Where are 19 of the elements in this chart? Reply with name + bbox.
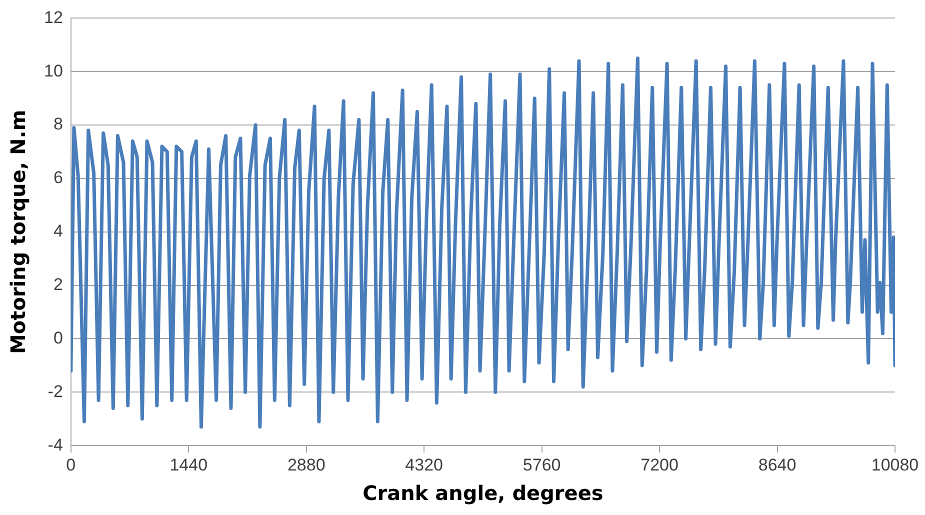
y-tick-label: -2: [48, 382, 63, 401]
x-tick-label: 7200: [640, 455, 678, 474]
y-tick-label: 6: [53, 168, 63, 188]
x-tick-label: 5760: [522, 455, 561, 474]
y-axis-title: Motoring torque, N.m: [6, 110, 30, 354]
x-tick-label: 10080: [871, 455, 919, 474]
y-tick-label: 8: [53, 114, 63, 134]
y-tick-label: 4: [53, 222, 63, 241]
x-tick-label: 8640: [758, 455, 796, 474]
y-tick-label: 10: [44, 61, 63, 80]
y-tick-label: -4: [48, 435, 63, 454]
x-tick-label: 2880: [287, 455, 326, 474]
x-tick-label: 0: [66, 455, 76, 474]
x-tick-label: 1440: [170, 455, 208, 474]
y-tick-label: 0: [53, 328, 63, 348]
x-tick-label: 4320: [405, 455, 444, 474]
y-tick-label: 2: [53, 275, 63, 294]
y-tick-label: 12: [44, 8, 63, 27]
x-axis-title: Crank angle, degrees: [362, 481, 604, 506]
